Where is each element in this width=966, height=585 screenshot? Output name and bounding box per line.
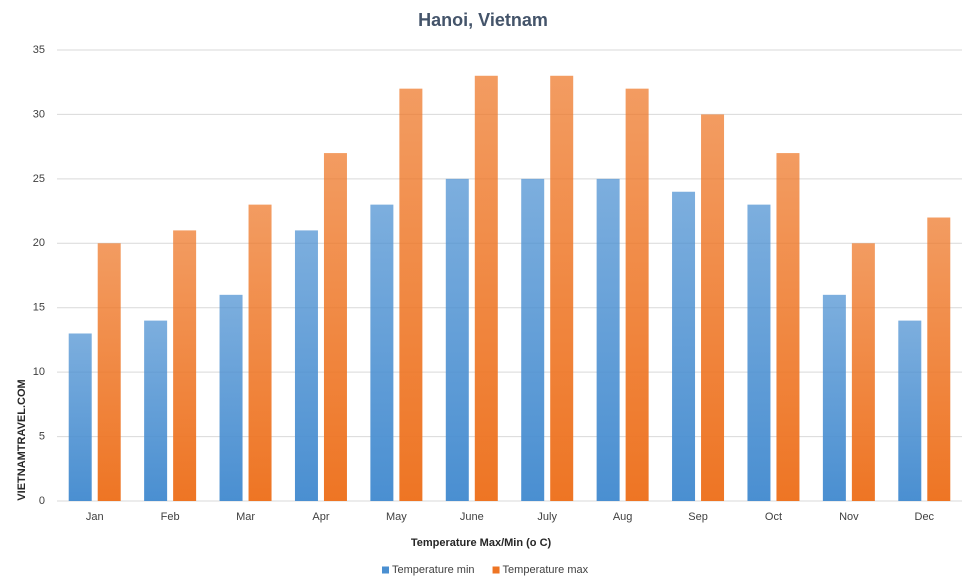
bar	[701, 114, 725, 501]
x-tick-label: Feb	[161, 511, 180, 523]
x-tick-label: Dec	[915, 511, 935, 523]
bar	[248, 204, 272, 501]
bar	[445, 178, 469, 501]
bar	[68, 333, 92, 501]
legend-label: Temperature max	[503, 564, 589, 576]
bar	[399, 88, 423, 502]
x-tick-label: Mar	[236, 511, 255, 523]
y-tick-label: 30	[33, 108, 45, 120]
legend-label: Temperature min	[392, 564, 475, 576]
bar	[370, 204, 394, 501]
x-tick-label: Nov	[839, 511, 859, 523]
bar	[173, 230, 197, 501]
bar	[550, 75, 574, 502]
bar	[323, 153, 347, 502]
bar	[596, 178, 620, 501]
bar	[747, 204, 771, 501]
bar	[851, 243, 875, 502]
bar	[521, 178, 545, 501]
x-tick-label: June	[460, 511, 484, 523]
x-tick-label: May	[386, 511, 407, 523]
x-tick-label: Apr	[312, 511, 329, 523]
y-tick-label: 5	[39, 430, 45, 442]
y-tick-label: 25	[33, 173, 45, 185]
bar	[219, 294, 243, 501]
legend-swatch	[492, 566, 500, 574]
y-tick-label: 0	[39, 495, 45, 507]
x-tick-label: Oct	[765, 511, 782, 523]
bar	[672, 191, 696, 501]
bar	[474, 75, 498, 502]
y-tick-label: 35	[33, 44, 45, 56]
bar	[898, 320, 922, 501]
y-tick-label: 15	[33, 302, 45, 314]
bar	[144, 320, 168, 501]
bar	[294, 230, 318, 501]
x-tick-label: Aug	[613, 511, 633, 523]
bar	[97, 243, 121, 502]
x-tick-label: Sep	[688, 511, 708, 523]
y-tick-label: 10	[33, 366, 45, 378]
bar	[625, 88, 649, 502]
y-axis-label: VIETNAMTRAVEL.COM	[16, 379, 28, 500]
chart-title: Hanoi, Vietnam	[418, 10, 548, 30]
x-tick-label: July	[537, 511, 557, 523]
bar	[927, 217, 951, 501]
bar	[776, 153, 800, 502]
x-tick-label: Jan	[86, 511, 104, 523]
legend-swatch	[382, 566, 389, 574]
x-axis-label: Temperature Max/Min (o C)	[411, 537, 552, 549]
bar	[822, 294, 846, 501]
y-tick-label: 20	[33, 237, 45, 249]
